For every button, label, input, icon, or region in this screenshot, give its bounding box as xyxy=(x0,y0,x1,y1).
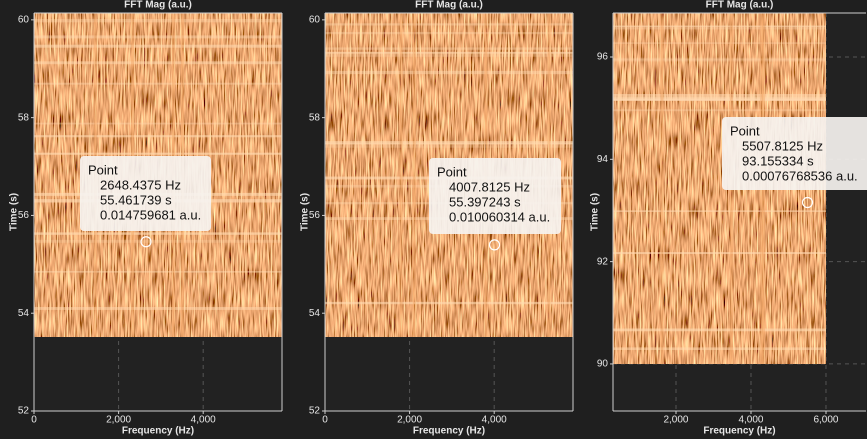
spectrogram-streak xyxy=(325,47,573,50)
spectrogram-streak xyxy=(34,44,282,48)
y-tick-label: 54 xyxy=(309,308,321,319)
y-tick-label: 52 xyxy=(309,406,321,417)
spectrogram-streak xyxy=(613,26,826,30)
y-axis-label: Time (s) xyxy=(590,193,601,231)
x-axis-label: Frequency (Hz) xyxy=(413,426,485,437)
y-tick-label: 94 xyxy=(597,154,609,165)
y-tick-label: 96 xyxy=(597,52,609,63)
tooltip-value: 0.010060314 a.u. xyxy=(449,209,550,224)
chart-title: FFT Mag (a.u.) xyxy=(415,0,483,11)
x-tick-label: 0 xyxy=(31,415,37,426)
x-tick-label: 0 xyxy=(322,415,328,426)
spectrogram-streak xyxy=(325,23,573,26)
y-tick-label: 58 xyxy=(18,112,30,123)
spectrogram-streak xyxy=(34,35,282,39)
point-marker xyxy=(801,196,814,209)
y-tick-label: 52 xyxy=(18,406,30,417)
spectrogram-streak xyxy=(325,31,573,35)
spectrogram-streak xyxy=(34,19,282,23)
spectrogram-streak xyxy=(325,142,573,146)
spectrogram-streak xyxy=(613,109,826,112)
y-tick-label: 90 xyxy=(597,359,609,370)
x-tick-label: 2,000 xyxy=(106,415,131,426)
x-tick-label: 4,000 xyxy=(191,415,216,426)
tooltip-value: 55.397243 s xyxy=(449,194,521,209)
panel: 52 54 56 58 60 0 2,000 4,000 FFT Mag (a.u.) Frequ… xyxy=(9,0,283,437)
y-tick-label: 56 xyxy=(18,210,30,221)
x-tick-label: 6,000 xyxy=(813,415,838,426)
spectrogram-streak xyxy=(613,57,826,61)
tooltip-value: 5507.8125 Hz xyxy=(742,138,823,153)
spectrogram-streak xyxy=(34,270,282,273)
tooltip-box xyxy=(80,156,211,231)
tooltip-box xyxy=(722,117,867,190)
panel: 90 92 94 96 2,000 4,000 6,000 FFT Mag (a.u.) Fre… xyxy=(590,0,867,437)
spectrogram-streak xyxy=(325,51,573,54)
tooltip-value: 0.00076768536 a.u. xyxy=(742,168,858,183)
y-tick-label: 56 xyxy=(309,210,321,221)
spectrogram-streak xyxy=(325,70,573,75)
spectrogram-streak xyxy=(613,210,826,212)
tooltip-value: 2648.4375 Hz xyxy=(100,177,181,192)
y-tick-label: 92 xyxy=(597,256,609,267)
tooltip-value: 4007.8125 Hz xyxy=(449,179,530,194)
spectrogram-streak xyxy=(613,25,826,27)
spectrogram-streak xyxy=(613,98,826,101)
spectrogram-streak xyxy=(34,307,282,310)
y-tick-label: 60 xyxy=(309,14,321,25)
point-marker xyxy=(488,239,501,251)
tooltip-title: Point xyxy=(730,123,760,138)
spectrogram-streak xyxy=(325,141,573,145)
x-axis-label: Frequency (Hz) xyxy=(703,426,775,437)
spectrogram-streak xyxy=(399,13,403,337)
chart-title: FFT Mag (a.u.) xyxy=(706,0,774,11)
tooltip-value: 55.461739 s xyxy=(100,192,172,207)
spectrogram-streak xyxy=(613,94,826,98)
spectrogram-streak xyxy=(34,82,282,85)
spectrogram-streak xyxy=(325,145,573,148)
spectrogram-streak xyxy=(34,232,282,235)
x-tick-label: 2,000 xyxy=(397,415,422,426)
spectrogram-streak xyxy=(613,252,826,255)
x-axis-label: Frequency (Hz) xyxy=(122,426,194,437)
spectrogram-streak xyxy=(34,135,282,138)
spectrogram-streak xyxy=(325,53,573,57)
y-axis-label: Time (s) xyxy=(300,193,311,231)
spectrogram-streak xyxy=(613,328,826,332)
x-tick-label: 4,000 xyxy=(482,415,507,426)
spectrogram-streak xyxy=(34,152,282,155)
spectrogram-streak xyxy=(412,13,416,337)
y-tick-label: 58 xyxy=(309,112,321,123)
spectrogram-streak xyxy=(34,122,282,125)
panel: 52 54 56 58 60 0 2,000 4,000 FFT Mag (a.u.) Frequ… xyxy=(300,0,574,437)
tooltip-title: Point xyxy=(437,164,467,179)
point-marker xyxy=(140,236,152,248)
chart-title: FFT Mag (a.u.) xyxy=(124,0,192,11)
tooltip-value: 0.014759681 a.u. xyxy=(100,207,201,222)
x-tick-label: 4,000 xyxy=(738,415,763,426)
spectrogram-streak xyxy=(325,301,573,305)
y-tick-label: 54 xyxy=(18,308,30,319)
spectrogram-streak xyxy=(613,42,826,44)
tooltip-title: Point xyxy=(88,162,118,177)
spectrogram-streak xyxy=(34,61,282,65)
tooltip-box xyxy=(429,158,561,234)
x-tick-label: 2,000 xyxy=(663,415,688,426)
y-tick-label: 60 xyxy=(18,14,30,25)
spectrogram-streak xyxy=(660,13,664,364)
spectrogram-streak xyxy=(613,347,826,351)
y-axis-label: Time (s) xyxy=(9,193,20,231)
spectrogram-streak xyxy=(613,59,826,62)
spectrogram-streak xyxy=(34,239,282,243)
tooltip-value: 93.155334 s xyxy=(742,153,814,168)
